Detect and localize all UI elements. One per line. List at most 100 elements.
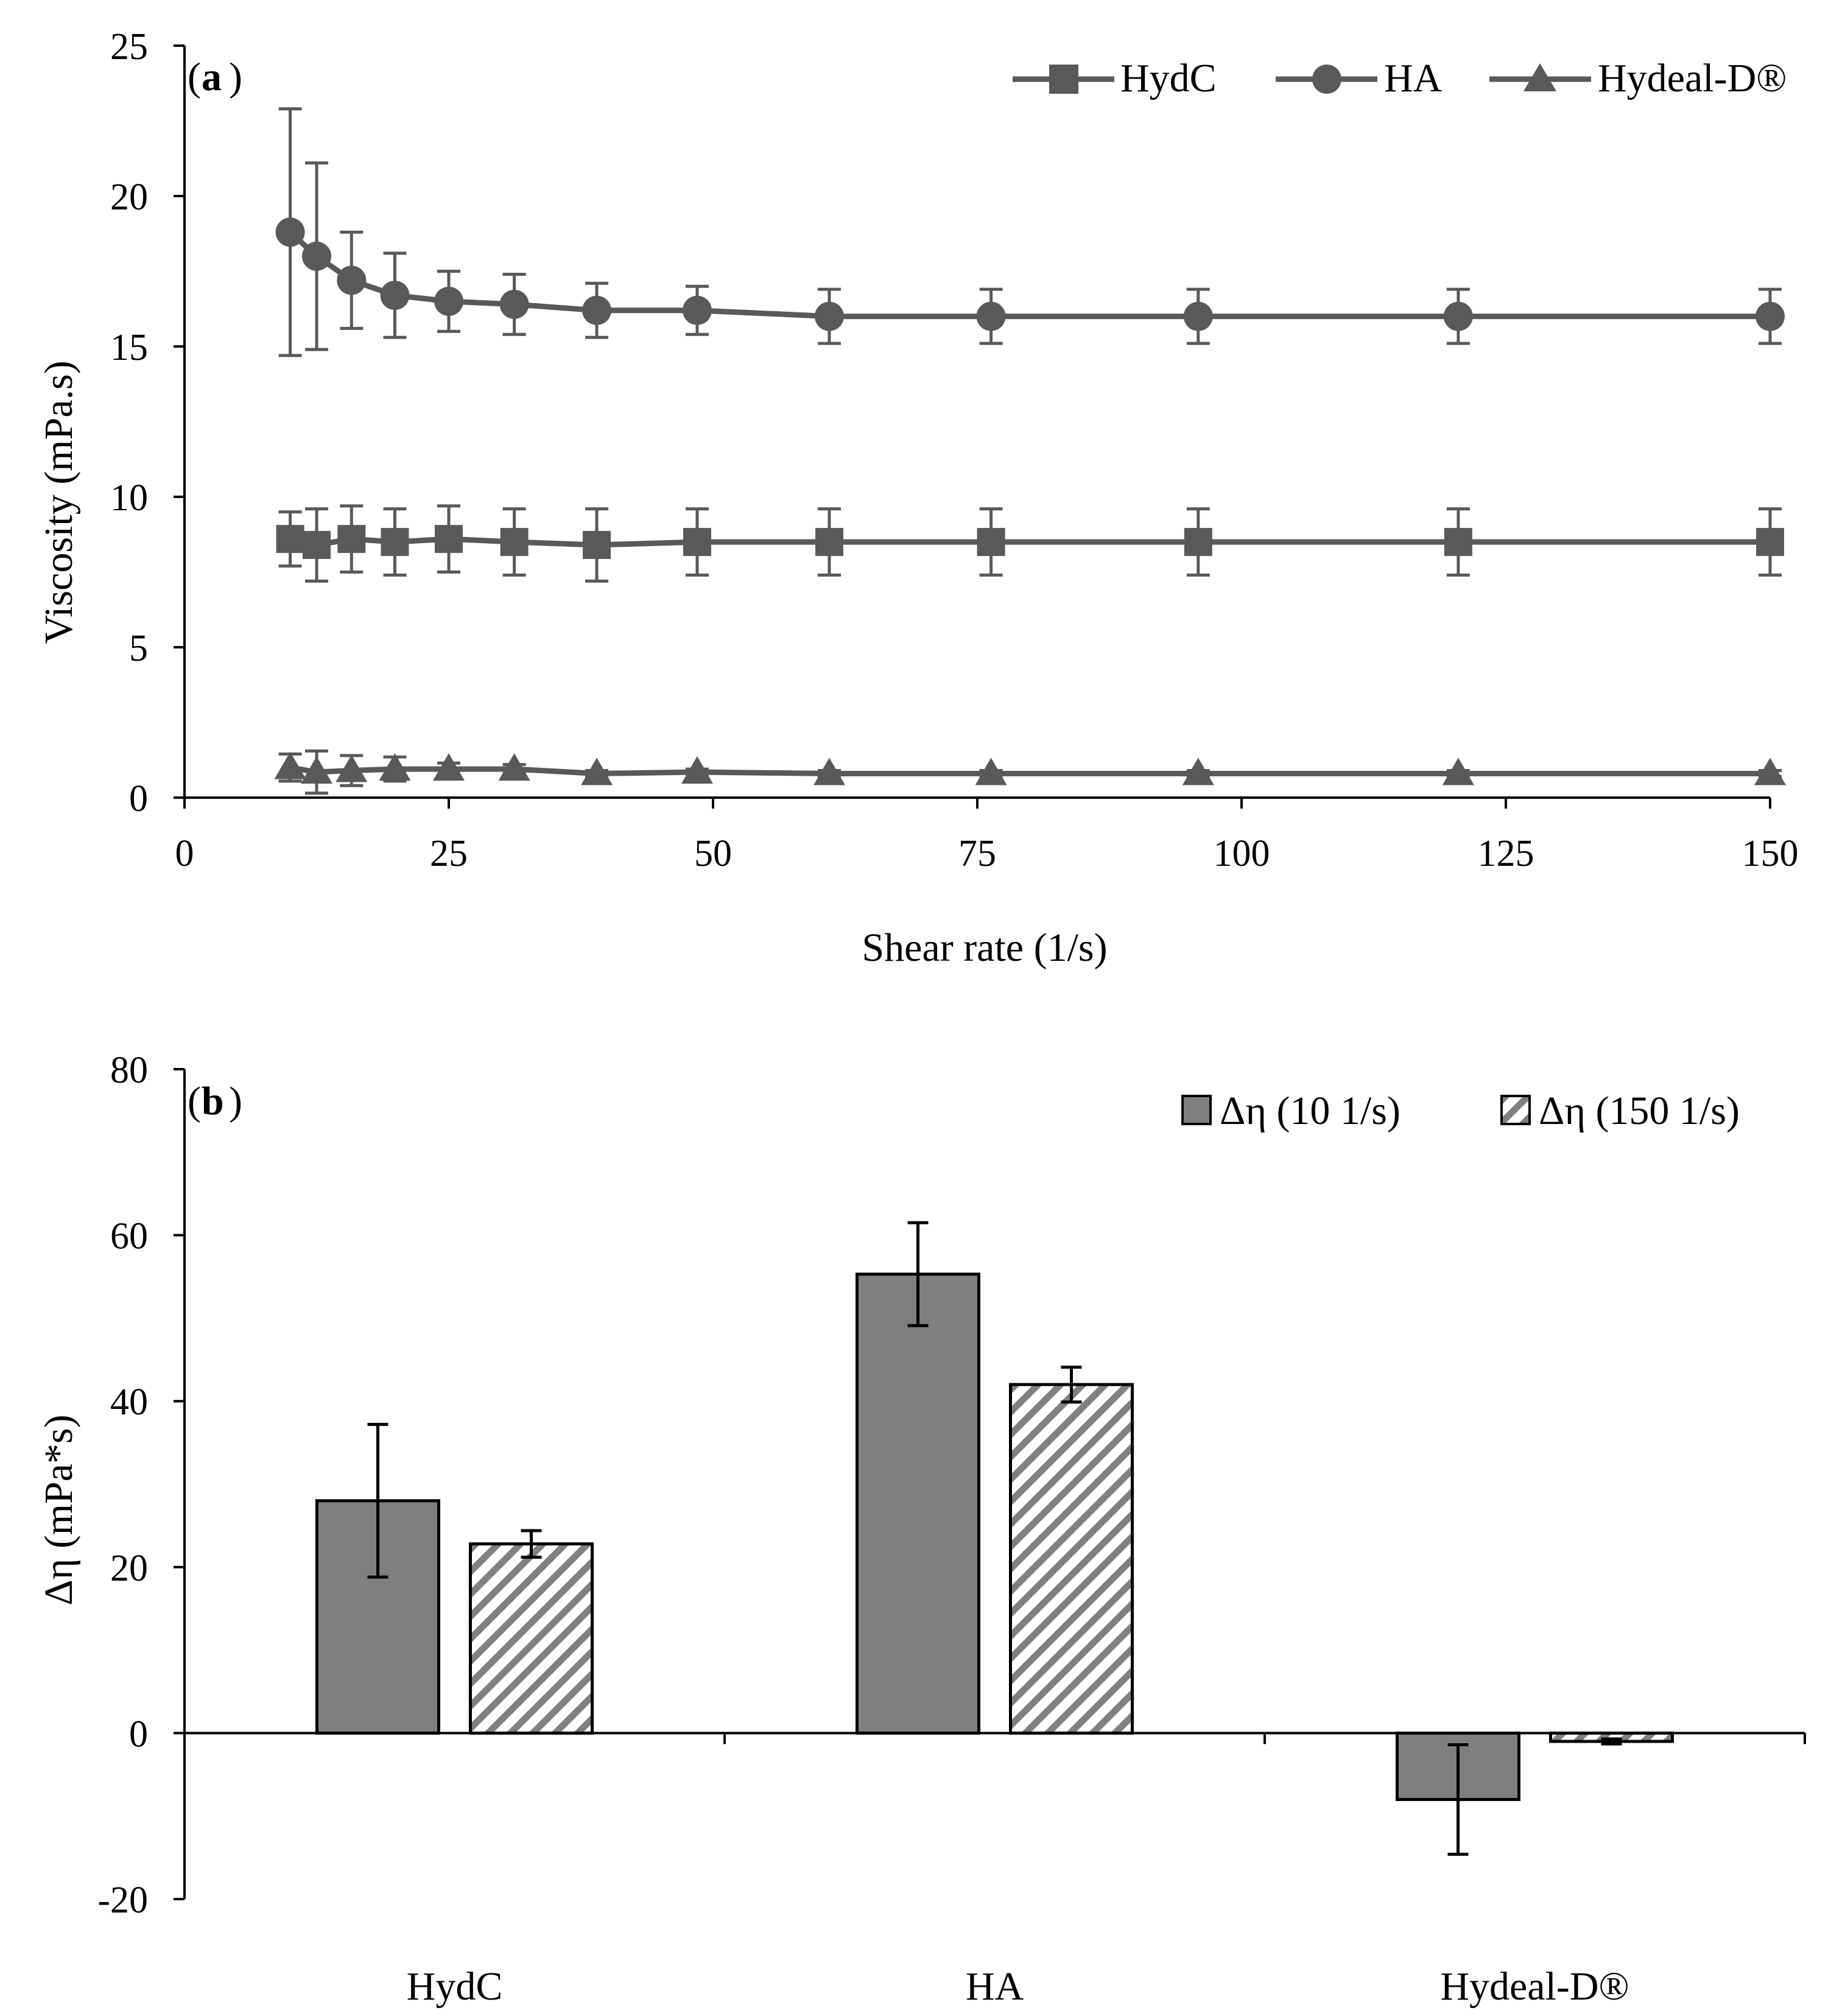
panel-b-y-tick-label: -20	[97, 1880, 148, 1921]
data-point-hydc	[337, 525, 366, 553]
panel-b-axes	[174, 1068, 1806, 1900]
panel-b-y-tick-label: 40	[110, 1382, 148, 1423]
panel-b-bars	[315, 1273, 1674, 1801]
panel-a-label-close: )	[229, 55, 242, 99]
legend-item-delta-10: Δη (10 1/s)	[1181, 1089, 1400, 1133]
data-point-hydeal-d	[336, 754, 368, 782]
panel-b-y-tick-label: 80	[110, 1050, 148, 1091]
category-label-hydeal-d: Hydeal-D®	[1440, 1964, 1629, 2009]
panel-a-x-tick-label: 150	[1742, 833, 1799, 874]
panel-b-label-open: (	[188, 1079, 201, 1123]
panel-a-x-tick-label: 0	[175, 833, 194, 874]
data-point-hydc	[381, 528, 409, 557]
panel-a-y-tick-label: 10	[110, 477, 148, 519]
data-point-ha	[1755, 301, 1785, 331]
legend-label-hydc: HydC	[1120, 56, 1217, 100]
panel-a-label-open: (	[188, 55, 201, 99]
data-point-hydeal-d	[813, 757, 845, 785]
data-point-ha	[380, 281, 410, 311]
panel-a-x-tick-label: 25	[430, 833, 468, 874]
data-point-hydeal-d	[301, 756, 332, 784]
data-point-hydc	[276, 525, 304, 553]
data-point-hydc	[303, 531, 331, 560]
data-point-hydc	[977, 528, 1005, 557]
data-point-ha	[337, 265, 367, 295]
panel-a-viscosity-chart: 0 5 10 15 20 25 0 25 50 75 100 125 150 ( a ) Shear r…	[37, 26, 1799, 970]
panel-a-label: a	[202, 55, 222, 99]
panel-a-markers	[274, 217, 1786, 785]
legend-item-delta-150: Δη (150 1/s)	[1500, 1089, 1740, 1133]
circle-marker-icon	[1312, 65, 1341, 94]
panel-a-error-bars	[278, 107, 1782, 795]
legend-item-ha: HA	[1276, 56, 1443, 100]
panel-a-x-tick-label: 50	[694, 833, 732, 874]
data-point-ha	[582, 295, 612, 325]
data-point-hydc	[683, 528, 711, 557]
panel-a-tick-labels: 0 5 10 15 20 25 0 25 50 75 100 125 150	[110, 26, 1799, 874]
data-point-hydeal-d	[681, 756, 713, 784]
data-point-hydeal-d	[1442, 757, 1474, 785]
triangle-marker-icon	[1523, 63, 1556, 91]
data-point-hydeal-d	[975, 757, 1007, 785]
data-point-ha	[275, 217, 305, 247]
data-point-ha	[976, 301, 1006, 331]
panel-a-x-tick-label: 75	[958, 833, 996, 874]
panel-b-y-tick-label: 0	[129, 1713, 148, 1755]
square-marker-icon	[1049, 65, 1078, 94]
panel-b-delta-viscosity-chart: -20 0 20 40 60 80 HydC HA Hydeal-D® ( b ) Δη (mP…	[37, 1050, 1806, 2009]
category-label-ha: HA	[966, 1964, 1024, 2009]
panel-a-y-tick-label: 15	[110, 327, 148, 368]
panel-a-axes	[174, 44, 1771, 809]
panel-b-y-axis-title: Δη (mPa*s)	[37, 1414, 81, 1605]
panel-a-x-tick-label: 100	[1214, 833, 1270, 874]
panel-b-y-tick-label: 20	[110, 1548, 148, 1589]
panel-b-tick-labels: -20 0 20 40 60 80 HydC HA Hydeal-D®	[97, 1050, 1629, 2009]
data-point-hydc	[1184, 528, 1212, 557]
panel-b-label-close: )	[229, 1079, 242, 1123]
panel-b-error-bars	[367, 1221, 1622, 1856]
bar-ha-10-1-s	[856, 1273, 980, 1735]
bar-hydc-150-1-s	[469, 1542, 594, 1735]
panel-b-label: b	[202, 1079, 224, 1123]
data-point-ha	[1443, 301, 1473, 331]
bar-ha-150-1-s	[1009, 1383, 1134, 1735]
data-point-ha	[499, 289, 529, 319]
legend-label-ha: HA	[1384, 56, 1443, 100]
hatched-swatch-icon	[1500, 1095, 1531, 1125]
panel-a-legend: HydC HA Hydeal-D®	[1013, 56, 1787, 100]
data-point-ha	[682, 295, 712, 325]
legend-item-hydc: HydC	[1013, 56, 1217, 100]
data-point-hydeal-d	[379, 753, 411, 781]
data-point-hydeal-d	[581, 757, 613, 785]
data-point-ha	[302, 241, 331, 271]
data-point-hydeal-d	[433, 753, 465, 781]
data-point-ha	[1183, 301, 1213, 331]
panel-b-y-tick-label: 60	[110, 1216, 148, 1257]
data-point-hydc	[435, 525, 463, 553]
panel-a-x-tick-label: 125	[1478, 833, 1534, 874]
data-point-hydeal-d	[498, 753, 530, 781]
legend-label-delta-150: Δη (150 1/s)	[1539, 1089, 1740, 1133]
panel-a-y-axis-title: Viscosity (mPa.s)	[37, 360, 81, 644]
legend-item-hydeal: Hydeal-D®	[1489, 56, 1787, 100]
data-point-hydc	[1756, 528, 1784, 557]
legend-label-delta-10: Δη (10 1/s)	[1220, 1089, 1400, 1133]
data-point-hydeal-d	[1182, 757, 1214, 785]
legend-label-hydeal: Hydeal-D®	[1598, 56, 1787, 100]
data-point-hydc	[815, 528, 843, 557]
solid-swatch-icon	[1181, 1095, 1212, 1125]
data-point-hydc	[500, 528, 529, 557]
data-point-hydeal-d	[1754, 757, 1786, 785]
panel-a-y-tick-label: 5	[129, 628, 148, 669]
panel-a-y-tick-label: 20	[110, 177, 148, 218]
data-point-hydeal-d	[274, 751, 306, 779]
panel-b-legend: Δη (10 1/s) Δη (150 1/s)	[1181, 1089, 1740, 1133]
data-point-ha	[434, 286, 463, 316]
panel-a-y-tick-label: 25	[110, 26, 148, 68]
data-point-hydc	[1444, 528, 1472, 557]
data-point-hydc	[583, 531, 611, 560]
category-label-hydc: HydC	[407, 1964, 503, 2009]
data-point-ha	[814, 301, 844, 331]
